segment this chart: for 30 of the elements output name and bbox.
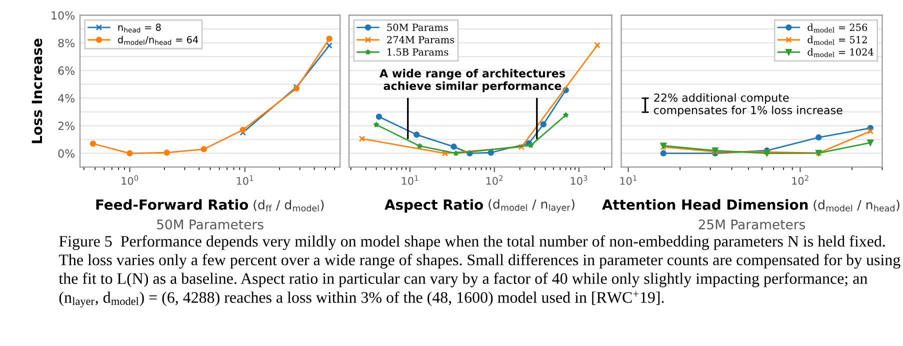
legend-label: 274M Params bbox=[387, 36, 454, 44]
legend-label: d$_{model}$ = 512 bbox=[808, 36, 867, 45]
x-tick-label: 10$^{3}$ bbox=[570, 175, 588, 185]
y-tick-label: 4% bbox=[58, 94, 75, 102]
x-tick-label: 10$^{1}$ bbox=[402, 175, 418, 185]
x-tick-label: 10$^{2}$ bbox=[792, 175, 808, 185]
legend-label: 50M Params bbox=[387, 24, 448, 32]
annotation: 22% additional compute compensates for 1% loss increase bbox=[654, 93, 842, 116]
x-tick-label: 10$^{1}$ bbox=[236, 175, 254, 185]
legend-label: d$_{model}$ = 1024 bbox=[808, 48, 874, 58]
legend-label: d$_{model}$/n$_{head}$ = 64 bbox=[118, 36, 198, 45]
annotation: A wide range of architectures achieve similar performance bbox=[380, 68, 566, 92]
y-tick-label: 0% bbox=[58, 149, 75, 158]
x-axis-title: Feed-Forward Ratio (d$_{ff}$ / d$_{model}$) bbox=[96, 199, 324, 212]
x-tick-label: 10$^{1}$ bbox=[620, 175, 636, 185]
x-tick-label: 10$^{0}$ bbox=[122, 175, 138, 185]
text: 50M Parameters bbox=[157, 219, 264, 230]
text: Figure 5 Performance depends very mildly on model shape when the total number of non-embedding parameters N is held fixed. The loss varies only a few percent over a wide range of shapes. Small differences in parameter counts are compensated for by using the fit to L(N) as a baseline. Aspect ratio in particular can vary by a factor of 40 while only slightly impacting performance; an (n$_{layer}$, d$_{model}$) = (6, 4288) reaches a loss within 3% of the (48, 1600) model used in [RWC$^{+}$19]. bbox=[58, 235, 900, 308]
y-tick-label: 8% bbox=[58, 38, 75, 48]
x-axis-title: Aspect Ratio (d$_{model}$ / n$_{layer}$) bbox=[384, 199, 574, 213]
y-tick-label: 2% bbox=[58, 122, 75, 130]
x-tick-label: 10$^{2}$ bbox=[486, 175, 503, 185]
text: 25M Parameters bbox=[698, 219, 806, 230]
legend-label: n$_{head}$ = 8 bbox=[118, 24, 161, 32]
y-tick-label: 10% bbox=[52, 11, 75, 20]
legend-label: d$_{model}$ = 256 bbox=[808, 23, 868, 32]
y-axis-title: Loss Increase bbox=[32, 38, 42, 144]
y-tick-label: 6% bbox=[58, 66, 75, 75]
legend-label: 1.5B Params bbox=[388, 48, 448, 56]
x-axis-title: Attention Head Dimension (d$_{model}$ / n$_{head}$) bbox=[602, 199, 900, 212]
